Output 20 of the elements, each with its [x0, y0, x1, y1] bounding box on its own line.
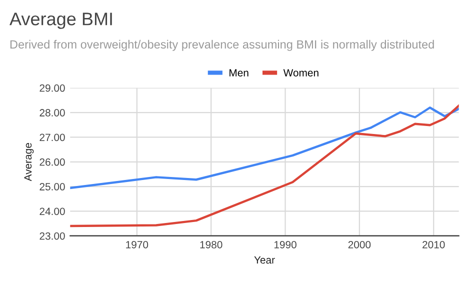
y-tick-label: 26.00	[40, 158, 65, 166]
x-axis-title: Year	[254, 256, 275, 264]
x-tick-label: 1990	[274, 241, 296, 248]
x-tick-label: 2000	[348, 241, 371, 248]
y-tick-label: 25.00	[40, 183, 65, 190]
y-tick-label: 24.00	[40, 208, 65, 216]
y-axis-title: Average	[24, 143, 34, 182]
x-tick-label: 1970	[126, 241, 148, 248]
y-tick-label: 29.00	[40, 84, 65, 92]
x-tick-label: 2010	[422, 241, 445, 248]
chart-title: Average BMI	[10, 12, 112, 29]
chart-subtitle: Derived from overweight/obesity prevalence assuming BMI is normally distributed	[10, 40, 434, 51]
legend-label: Men	[230, 69, 248, 76]
y-tick-label: 28.00	[40, 109, 65, 116]
line-series	[70, 104, 459, 228]
x-tick-label: 1980	[200, 241, 222, 248]
legend-label: Women	[283, 69, 318, 76]
line-series	[70, 106, 459, 190]
y-tick-label: 23.00	[40, 232, 65, 240]
y-tick-label: 27.00	[40, 134, 65, 142]
